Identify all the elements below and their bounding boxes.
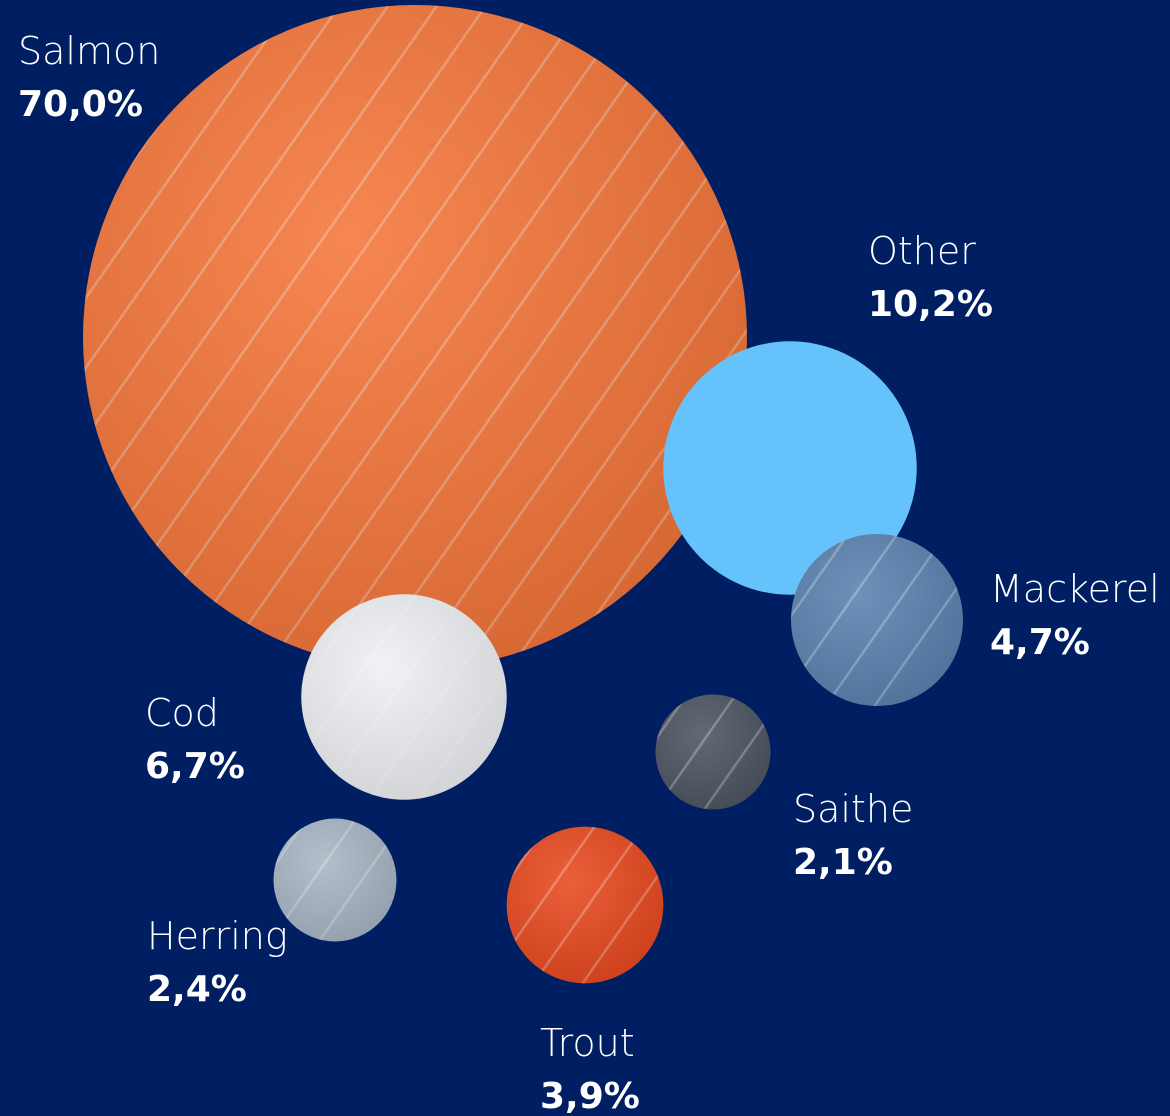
bubble [301, 594, 507, 800]
category-label: Salmon [18, 29, 160, 73]
value-label: 6,7% [145, 746, 245, 787]
category-label: Other [868, 229, 976, 273]
value-label: 2,4% [147, 969, 247, 1010]
value-label: 10,2% [868, 284, 993, 325]
category-label: Herring [147, 914, 288, 958]
value-label: 3,9% [540, 1076, 640, 1116]
category-label: Mackerel [990, 567, 1160, 611]
bubble [83, 5, 747, 669]
category-label: Trout [540, 1021, 635, 1065]
value-label: 4,7% [990, 622, 1090, 663]
category-label: Cod [145, 691, 219, 735]
bubble [506, 826, 664, 984]
value-label: 2,1% [793, 842, 893, 883]
value-label: 70,0% [18, 84, 143, 125]
bubble [790, 533, 964, 707]
bubble [273, 818, 397, 942]
bubble [655, 694, 771, 810]
bubble [663, 341, 917, 595]
category-label: Saithe [793, 787, 913, 831]
